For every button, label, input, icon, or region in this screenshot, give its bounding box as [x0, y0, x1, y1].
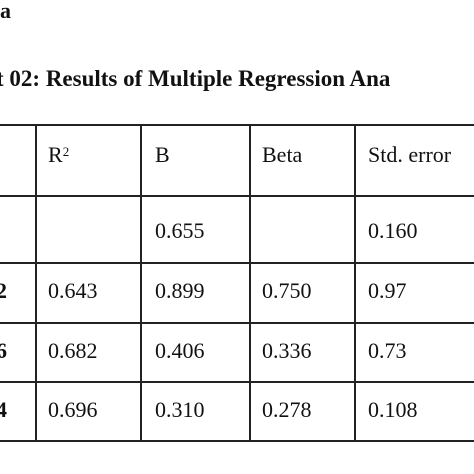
- column-border: [35, 124, 37, 441]
- table-cell: 0.160: [368, 218, 418, 243]
- row-label: 6: [0, 338, 7, 363]
- table-cell: 0.278: [262, 397, 312, 422]
- column-header: R2: [48, 144, 69, 166]
- table-cell: 0.108: [368, 397, 418, 422]
- table-cell: 0.750: [262, 278, 312, 303]
- table-cell: 0.336: [262, 338, 312, 363]
- column-border: [140, 124, 142, 441]
- heading-fragment: a: [0, 0, 11, 23]
- table-cell: 0.899: [155, 278, 205, 303]
- row-border: [0, 124, 474, 126]
- table-cell: 0.696: [48, 397, 98, 422]
- row-label: 4: [0, 397, 7, 422]
- row-border: [0, 322, 474, 324]
- table-cell: 0.643: [48, 278, 98, 303]
- table-cell: 0.310: [155, 397, 205, 422]
- column-border: [354, 124, 356, 441]
- row-border: [0, 262, 474, 264]
- row-border: [0, 195, 474, 197]
- row-border: [0, 440, 474, 442]
- row-border: [0, 381, 474, 383]
- column-header: B: [155, 142, 170, 167]
- table-cell: 0.655: [155, 218, 205, 243]
- column-header: Beta: [262, 142, 303, 167]
- table-cell: 0.73: [368, 338, 407, 363]
- table-cell: 0.682: [48, 338, 98, 363]
- table-cell: 0.406: [155, 338, 205, 363]
- header-text: R: [48, 142, 63, 167]
- table-title: t 02: Results of Multiple Regression Ana: [0, 66, 391, 91]
- header-superscript: 2: [62, 144, 70, 159]
- row-label: 2: [0, 278, 7, 303]
- table-cell: 0.97: [368, 278, 407, 303]
- column-header: Std. error: [368, 142, 452, 167]
- column-border: [249, 124, 251, 441]
